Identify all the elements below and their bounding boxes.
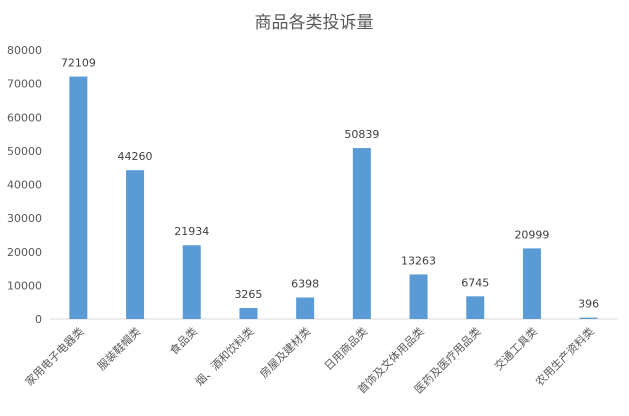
- x-tick-label: 食品类: [167, 324, 200, 357]
- bar: [296, 297, 315, 319]
- x-tick-label: 家用电子电器类: [22, 324, 86, 388]
- data-label: 13263: [401, 254, 436, 267]
- y-tick-label: 60000: [7, 111, 42, 124]
- y-tick-label: 0: [35, 313, 42, 326]
- bar: [579, 317, 598, 319]
- data-label: 396: [578, 298, 599, 311]
- x-tick-label: 房屋及建材类: [257, 324, 314, 381]
- bar: [409, 274, 428, 319]
- data-label: 44260: [118, 150, 153, 163]
- y-tick-label: 40000: [7, 179, 42, 192]
- y-tick-label: 10000: [7, 279, 42, 292]
- x-tick-label: 农用生产资料类: [532, 324, 596, 388]
- data-label: 50839: [344, 128, 379, 141]
- y-tick-label: 50000: [7, 145, 42, 158]
- bar: [182, 245, 201, 319]
- bar: [466, 296, 485, 319]
- data-label: 3265: [234, 288, 262, 301]
- x-tick-label: 交通工具类: [491, 324, 540, 373]
- data-label: 6745: [461, 276, 489, 289]
- y-tick-label: 20000: [7, 246, 42, 259]
- bar: [69, 76, 88, 320]
- x-tick-label: 烟、酒和饮料类: [192, 324, 256, 388]
- y-tick-label: 30000: [7, 212, 42, 225]
- y-tick-label: 70000: [7, 78, 42, 91]
- data-label: 20999: [514, 228, 549, 241]
- x-tick-label: 日用商品类: [321, 324, 370, 373]
- bar: [239, 308, 258, 319]
- bar: [352, 148, 371, 319]
- chart-title: 商品各类投诉量: [255, 13, 374, 33]
- y-tick-label: 80000: [7, 44, 42, 57]
- data-label: 72109: [61, 57, 96, 70]
- x-tick-label: 服装鞋帽类: [94, 324, 143, 373]
- bar: [126, 170, 145, 319]
- data-label: 21934: [174, 225, 209, 238]
- data-label: 6398: [291, 277, 319, 290]
- bar: [522, 248, 541, 319]
